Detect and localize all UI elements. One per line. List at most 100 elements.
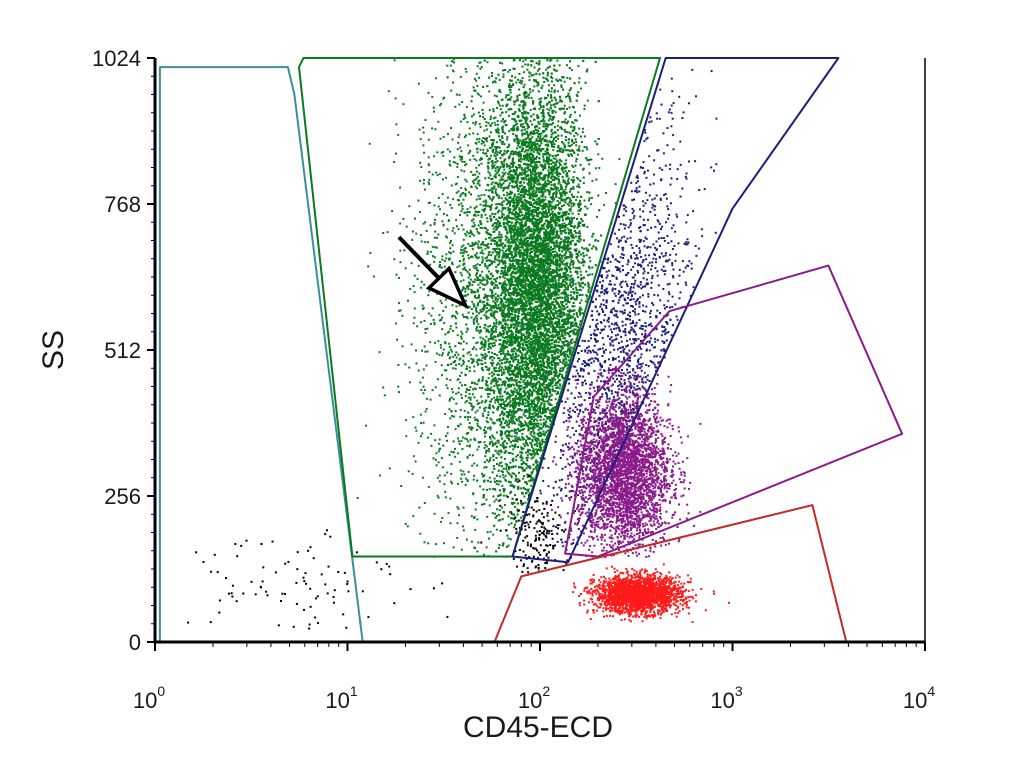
event-point (471, 283, 474, 286)
event-point (552, 137, 555, 140)
event-point (544, 198, 547, 201)
event-point (504, 446, 507, 449)
event-point (499, 378, 502, 381)
event-point (479, 427, 482, 430)
event-point (564, 191, 567, 194)
event-point (558, 323, 561, 326)
event-point (501, 366, 504, 369)
event-point (520, 239, 523, 242)
event-point (576, 195, 579, 198)
event-point (518, 362, 521, 365)
event-point (488, 450, 491, 453)
event-point (514, 422, 516, 425)
event-point (508, 196, 511, 199)
event-point (521, 134, 524, 137)
event-point (535, 349, 538, 352)
event-point (539, 321, 542, 324)
event-point (494, 155, 497, 158)
event-point (573, 128, 576, 131)
event-point (565, 198, 568, 201)
event-point (548, 166, 551, 169)
event-point (549, 268, 552, 270)
event-point (519, 208, 522, 211)
event-point (477, 256, 480, 259)
event-point (521, 309, 524, 312)
event-point (558, 236, 561, 239)
event-point (540, 353, 543, 356)
event-point (507, 114, 510, 117)
event-point (558, 147, 561, 150)
event-point (554, 398, 557, 401)
event-point (573, 170, 576, 173)
event-point (542, 351, 545, 354)
event-point (502, 200, 505, 203)
event-point (556, 314, 559, 317)
event-point (524, 393, 527, 396)
event-point (517, 188, 520, 191)
event-point (513, 138, 516, 141)
event-point (522, 323, 525, 326)
event-point (526, 444, 529, 447)
event-point (552, 157, 555, 160)
event-point (490, 178, 493, 180)
event-point (529, 337, 532, 340)
event-point (563, 204, 566, 207)
event-point (503, 285, 506, 288)
event-point (530, 338, 533, 341)
event-point (577, 232, 580, 234)
event-point (571, 138, 574, 141)
event-point (464, 477, 467, 480)
event-point (539, 359, 542, 362)
event-point (585, 254, 588, 257)
event-point (532, 370, 535, 373)
event-point (509, 538, 512, 541)
event-point (492, 117, 495, 120)
event-point (460, 150, 463, 153)
event-point (548, 165, 550, 168)
event-point (551, 312, 554, 315)
event-point (511, 517, 514, 520)
event-point (543, 315, 546, 318)
event-point (523, 366, 526, 369)
event-point (511, 118, 514, 121)
event-point (546, 247, 549, 250)
event-point (516, 409, 519, 412)
event-point (541, 165, 544, 168)
event-point (557, 363, 560, 366)
event-point (529, 269, 532, 272)
event-point (549, 388, 552, 391)
event-point (513, 310, 516, 313)
event-point (564, 266, 567, 269)
event-point (523, 110, 526, 113)
event-point (564, 182, 567, 185)
event-point (560, 147, 563, 150)
event-point (516, 339, 519, 342)
event-point (525, 384, 528, 386)
event-point (528, 407, 531, 410)
event-point (491, 181, 494, 184)
event-point (532, 354, 535, 357)
event-point (565, 224, 568, 226)
event-point (567, 153, 570, 156)
event-point (564, 149, 567, 152)
event-point (580, 253, 582, 256)
event-point (588, 267, 591, 270)
event-point (537, 398, 540, 401)
event-point (503, 188, 506, 191)
event-point (509, 197, 512, 199)
event-point (586, 99, 589, 102)
event-point (525, 282, 528, 285)
event-point (512, 198, 515, 200)
event-point (576, 291, 579, 294)
event-point (503, 163, 506, 166)
event-point (554, 103, 557, 106)
event-point (546, 294, 549, 297)
event-point (546, 125, 549, 128)
event-point (517, 217, 520, 220)
event-point (543, 423, 545, 426)
event-point (551, 276, 554, 279)
event-point (536, 272, 539, 275)
event-point (573, 135, 576, 137)
event-point (552, 413, 555, 416)
event-point (543, 400, 546, 403)
